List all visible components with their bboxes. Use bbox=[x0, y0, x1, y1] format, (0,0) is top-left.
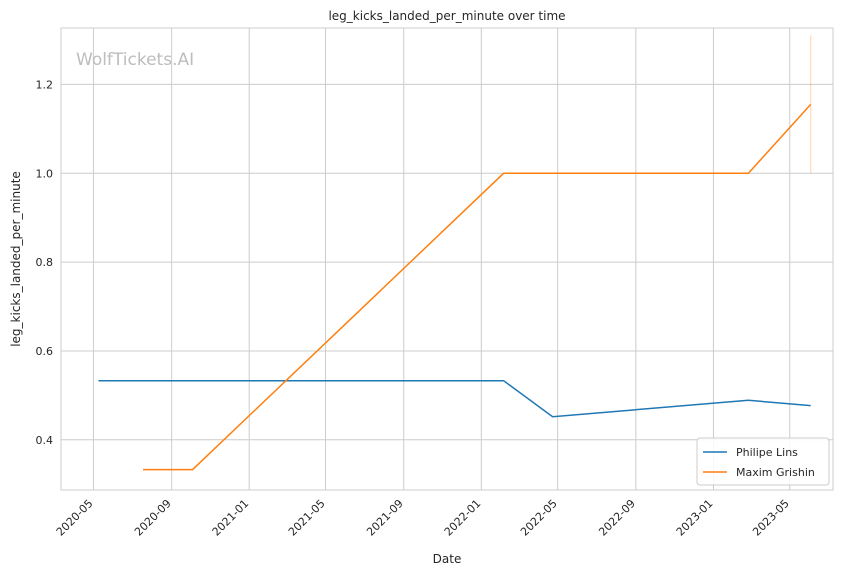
x-tick-label: 2020-05 bbox=[54, 497, 96, 539]
legend-box bbox=[696, 437, 830, 486]
legend: Philipe Lins Maxim Grishin bbox=[696, 437, 830, 486]
x-tick-label: 2023-05 bbox=[750, 497, 792, 539]
y-tick-label: 1.0 bbox=[36, 167, 54, 180]
y-tick-label: 0.6 bbox=[36, 345, 54, 358]
x-tick-label: 2022-01 bbox=[442, 497, 484, 539]
y-tick-label: 0.4 bbox=[36, 434, 54, 447]
x-tick-label: 2020-09 bbox=[132, 497, 174, 539]
watermark: WolfTickets.AI bbox=[76, 50, 194, 70]
chart-title: leg_kicks_landed_per_minute over time bbox=[328, 9, 565, 23]
series-layer bbox=[98, 35, 812, 471]
y-tick-label: 1.2 bbox=[36, 78, 54, 91]
x-tick-label: 2021-05 bbox=[286, 497, 328, 539]
x-tick-label: 2023-01 bbox=[674, 497, 716, 539]
series-line-philipe-lins bbox=[98, 379, 811, 418]
x-axis-title: Date bbox=[433, 552, 462, 566]
x-tick-labels: 2020-05 2020-09 2021-01 2021-05 2021-09 2022-… bbox=[54, 497, 792, 539]
plot-area bbox=[60, 27, 834, 491]
y-axis-title: leg_kicks_landed_per_minute bbox=[9, 171, 23, 347]
x-tick-label: 2021-01 bbox=[210, 497, 252, 539]
series-line-maxim-grishin bbox=[143, 103, 812, 471]
x-tick-label: 2022-05 bbox=[518, 497, 560, 539]
legend-label-maxim-grishin: Maxim Grishin bbox=[736, 466, 815, 479]
x-tick-label: 2021-09 bbox=[364, 497, 406, 539]
y-tick-labels: 0.4 0.6 0.8 1.0 1.2 bbox=[36, 78, 54, 446]
legend-label-philipe-lins: Philipe Lins bbox=[736, 446, 798, 459]
x-tick-label: 2022-09 bbox=[596, 497, 638, 539]
y-tick-label: 0.8 bbox=[36, 256, 54, 269]
